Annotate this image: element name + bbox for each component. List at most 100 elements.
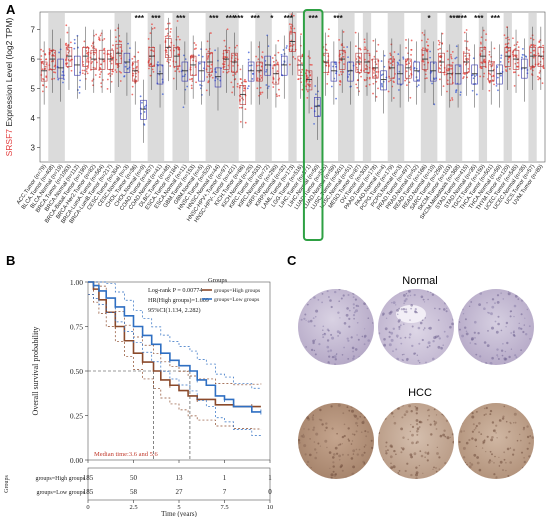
data-point: [529, 51, 532, 54]
data-point: [58, 51, 60, 54]
data-point: [152, 64, 155, 67]
confidence-band-upper: [88, 281, 262, 389]
box: [330, 61, 338, 82]
data-point: [99, 73, 101, 76]
data-point: [451, 99, 454, 101]
data-point: [375, 80, 378, 83]
data-point: [127, 42, 129, 45]
box: [430, 61, 437, 82]
data-point: [137, 51, 140, 54]
data-point: [380, 82, 383, 85]
data-point: [62, 81, 64, 84]
data-point: [332, 65, 334, 68]
data-point: [422, 53, 425, 56]
data-point: [243, 80, 246, 83]
data-point: [172, 77, 175, 80]
data-point: [236, 85, 239, 88]
data-point: [516, 65, 518, 68]
data-point: [258, 94, 260, 97]
survival-curve: [88, 281, 261, 413]
data-point: [66, 66, 69, 69]
data-point: [65, 44, 68, 47]
group-shading: [338, 12, 355, 162]
data-point: [334, 63, 337, 66]
box: [388, 58, 396, 79]
y-tick-label: 6: [31, 55, 36, 64]
data-point: [335, 97, 337, 100]
data-point: [165, 28, 167, 30]
box: [496, 64, 503, 85]
data-point: [238, 106, 241, 109]
data-point: [227, 64, 230, 67]
data-point: [405, 39, 407, 41]
data-point: [173, 66, 176, 69]
data-point: [103, 48, 105, 51]
data-point: [149, 74, 152, 77]
data-point: [207, 80, 210, 83]
data-point: [530, 44, 533, 46]
y-tick-label: 3: [31, 143, 36, 152]
data-point: [274, 54, 276, 57]
data-point: [364, 58, 366, 61]
data-point: [247, 58, 250, 61]
box: [107, 49, 114, 70]
box: [165, 38, 172, 58]
data-point: [325, 49, 328, 52]
significance-mark: ***: [458, 14, 468, 23]
data-point: [359, 47, 361, 50]
data-point: [170, 28, 172, 30]
data-point: [231, 91, 234, 94]
data-point: [53, 65, 56, 68]
group-shading: [304, 12, 322, 162]
data-point: [381, 84, 383, 86]
data-point: [520, 68, 523, 70]
data-point: [360, 75, 362, 78]
data-point: [195, 47, 197, 50]
data-point: [228, 46, 231, 49]
data-point: [265, 84, 268, 86]
data-point: [488, 81, 491, 84]
data-point: [462, 76, 465, 78]
risk-value: 58: [130, 488, 138, 496]
box: [380, 70, 387, 91]
data-point: [40, 58, 42, 61]
data-point: [365, 78, 368, 81]
data-point: [214, 76, 217, 79]
data-point: [247, 51, 250, 54]
normal-tissue-core: [298, 289, 374, 365]
data-point: [135, 72, 137, 75]
data-point: [41, 68, 44, 71]
ihc-panel: Normal HCC: [290, 265, 550, 517]
data-point: [483, 72, 486, 75]
data-point: [166, 34, 169, 37]
data-point: [169, 35, 171, 38]
data-point: [165, 49, 168, 52]
data-point: [533, 49, 536, 52]
data-point: [521, 56, 523, 59]
x-tick-label: 2.5: [129, 504, 137, 511]
data-point: [300, 62, 303, 65]
data-point: [310, 107, 313, 110]
data-point: [431, 82, 434, 85]
data-point: [198, 62, 201, 65]
data-point: [45, 86, 48, 88]
data-point: [368, 66, 371, 69]
data-point: [293, 27, 296, 30]
data-point: [529, 68, 532, 70]
data-point: [208, 73, 210, 76]
data-point: [455, 89, 458, 91]
significance-mark: ***: [474, 14, 484, 23]
data-point: [98, 76, 101, 78]
box: [82, 46, 89, 67]
data-point: [236, 82, 239, 85]
data-point: [232, 74, 235, 77]
data-point: [176, 20, 179, 22]
box: [65, 46, 73, 67]
data-point: [85, 50, 88, 52]
data-point: [530, 37, 532, 40]
box: [123, 52, 131, 73]
data-point: [342, 31, 345, 33]
box: [281, 55, 288, 76]
data-point: [446, 79, 449, 82]
box: [347, 61, 354, 82]
